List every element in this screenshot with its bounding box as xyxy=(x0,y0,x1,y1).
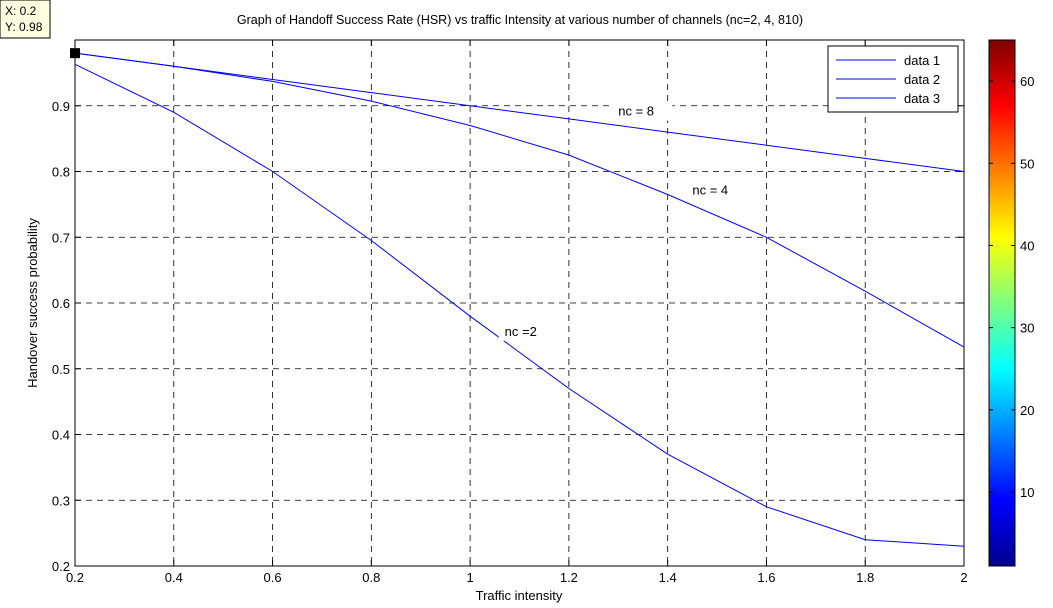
y-axis-label: Handover success probability xyxy=(25,218,40,388)
x-tick-label: 0.4 xyxy=(165,570,183,585)
colorbar-tick-label: 40 xyxy=(1020,238,1034,253)
y-tick-label: 0.5 xyxy=(52,362,70,377)
annotation-bg xyxy=(612,102,673,121)
series-line-2 xyxy=(74,52,965,348)
chart-title: Graph of Handoff Success Rate (HSR) vs t… xyxy=(237,13,803,27)
legend[interactable]: data 1 data 2 data 3 xyxy=(827,45,959,113)
annotation-label-2: nc = 4 xyxy=(692,183,728,198)
datatip-box xyxy=(0,0,51,39)
colorbar: 10 20 30 40 50 60 xyxy=(988,39,1034,567)
axis-ticks: 0.2 0.4 0.6 0.8 1 1.2 1.4 1.6 1.8 2 0.2 0.3 0.4 0.5 0.… xyxy=(52,40,968,585)
annotation-bg xyxy=(498,322,559,341)
legend-entry-2: data 2 xyxy=(904,72,940,87)
x-tick-label: 1 xyxy=(466,570,473,585)
datatip-marker[interactable] xyxy=(70,48,80,59)
y-tick-label: 0.9 xyxy=(52,99,70,114)
legend-entry-1: data 1 xyxy=(904,53,940,68)
x-tick-label: 2 xyxy=(960,570,967,585)
x-tick-label: 1.8 xyxy=(856,570,874,585)
colorbar-tick-label: 50 xyxy=(1020,156,1034,171)
x-tick-label: 1.2 xyxy=(560,570,578,585)
colorbar-tick-label: 20 xyxy=(1020,403,1034,418)
x-tick-label: 0.2 xyxy=(66,570,84,585)
y-tick-label: 0.3 xyxy=(52,493,70,508)
colorbar-gradient xyxy=(988,39,1016,567)
series-lines xyxy=(74,52,965,547)
x-tick-label: 1.6 xyxy=(757,570,775,585)
annotation-label-3: nc =2 xyxy=(505,324,537,339)
x-tick-label: 1.4 xyxy=(659,570,677,585)
datatip-y-text: Y: 0.98 xyxy=(5,20,43,34)
y-tick-label: 0.4 xyxy=(52,428,70,443)
grid-lines xyxy=(75,40,964,566)
y-tick-label: 0.8 xyxy=(52,165,70,180)
series-line-1 xyxy=(74,52,965,172)
x-tick-label: 0.8 xyxy=(362,570,380,585)
y-tick-label: 0.6 xyxy=(52,296,70,311)
annotation-bg xyxy=(686,181,747,200)
colorbar-tick-label: 60 xyxy=(1020,74,1034,89)
y-tick-label: 0.2 xyxy=(52,559,70,574)
y-tick-label: 0.7 xyxy=(52,230,70,245)
colorbar-tick-label: 30 xyxy=(1020,321,1034,336)
line-annotations: nc = 8 nc = 4 nc =2 xyxy=(498,102,747,341)
x-axis-label: Traffic intensity xyxy=(476,588,563,603)
annotation-label-1: nc = 8 xyxy=(618,104,654,119)
legend-entry-3: data 3 xyxy=(904,91,940,106)
datatip-x-text: X: 0.2 xyxy=(5,4,37,18)
colorbar-tick-label: 10 xyxy=(1020,485,1034,500)
data-cursor-tip[interactable]: X: 0.2 Y: 0.98 xyxy=(0,0,80,59)
series-line-3 xyxy=(74,63,965,547)
x-tick-label: 0.6 xyxy=(264,570,282,585)
